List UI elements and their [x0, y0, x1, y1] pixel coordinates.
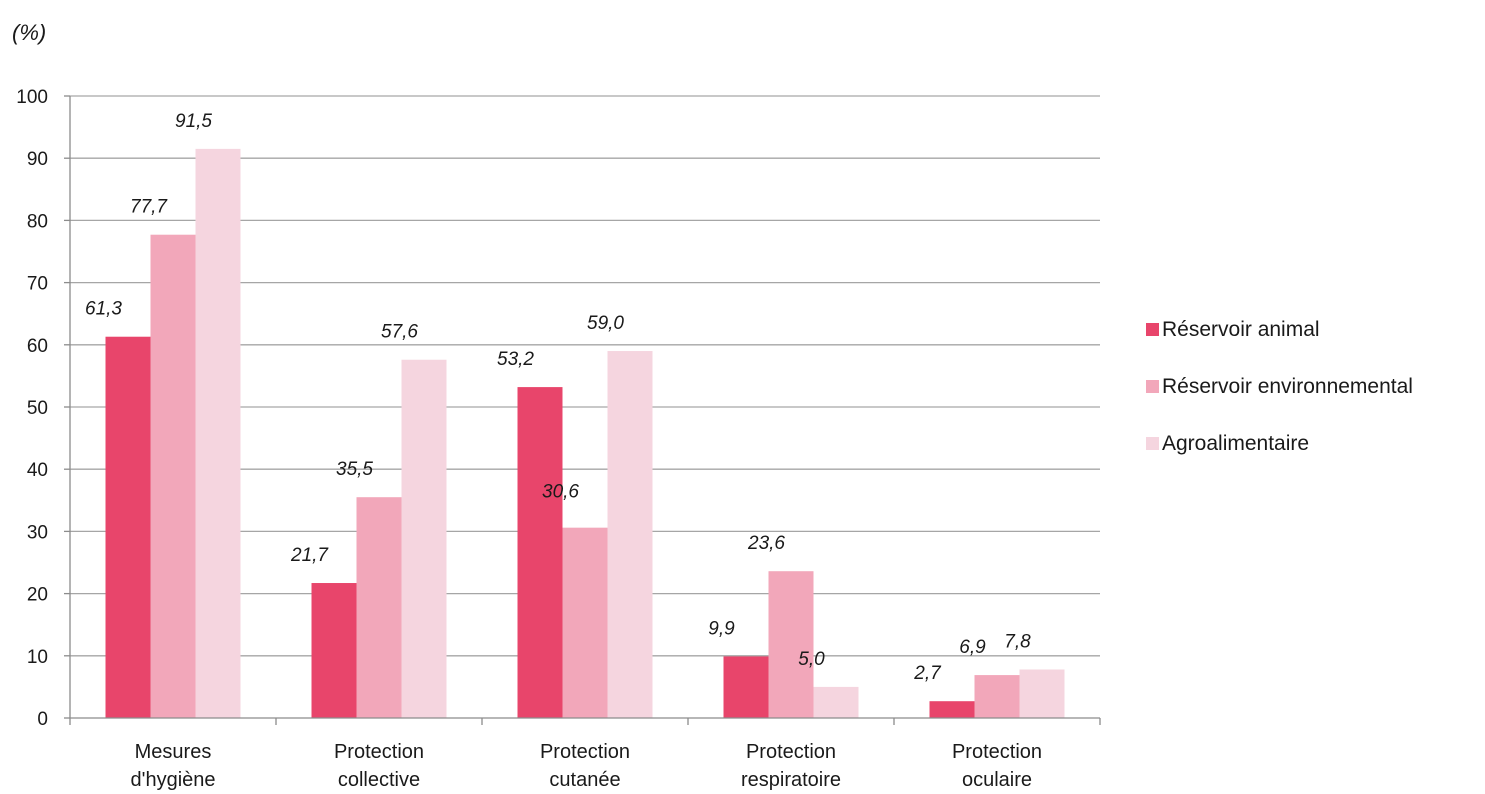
data-labels: 61,3 21,7 53,2 9,9 2,7 77,7 35,5 30,6 23,6 6,9 91,… — [85, 111, 1031, 684]
data-label: 21,7 — [290, 545, 329, 566]
bar — [195, 148, 241, 718]
axes — [64, 95, 1101, 725]
y-tick-label: 0 — [37, 709, 48, 730]
legend-swatch — [1146, 323, 1159, 336]
data-label: 91,5 — [175, 111, 212, 132]
category-label: Protection — [540, 741, 630, 763]
y-tick-label: 80 — [27, 211, 48, 232]
bar — [311, 583, 357, 718]
bar — [768, 571, 814, 718]
data-label: 57,6 — [381, 322, 418, 343]
data-label: 35,5 — [336, 459, 373, 480]
data-label: 59,0 — [587, 313, 624, 334]
y-tick-label: 10 — [27, 647, 48, 668]
bar — [813, 686, 859, 718]
bar — [401, 359, 447, 718]
legend: Réservoir animal Réservoir environnementa… — [1146, 318, 1413, 455]
data-label: 9,9 — [708, 618, 735, 639]
legend-swatch — [1146, 437, 1159, 450]
data-label: 6,9 — [959, 637, 986, 658]
data-label: 53,2 — [497, 349, 534, 370]
y-tick-label: 30 — [27, 522, 48, 543]
bar — [929, 701, 975, 718]
category-label: collective — [338, 769, 420, 791]
data-label: 77,7 — [130, 197, 168, 218]
legend-entry: Réservoir animal — [1162, 318, 1320, 341]
data-label: 23,6 — [747, 533, 785, 554]
legend-entry: Réservoir environnemental — [1162, 375, 1413, 398]
data-label: 61,3 — [85, 299, 122, 320]
data-label: 5,0 — [798, 649, 825, 670]
category-labels: Mesures d'hygiène Protection collective Prot… — [131, 741, 1043, 791]
category-label: Protection — [952, 741, 1042, 763]
y-tick-label: 70 — [27, 274, 48, 295]
bar — [723, 656, 769, 718]
gridlines — [70, 95, 1100, 657]
bar — [356, 497, 402, 718]
category-label: respiratoire — [741, 769, 841, 791]
bars — [105, 148, 1065, 718]
category-label: Mesures — [135, 741, 212, 763]
bar — [150, 234, 196, 718]
category-label: oculaire — [962, 769, 1032, 791]
y-tick-label: 20 — [27, 585, 48, 606]
y-tick-label: 60 — [27, 336, 48, 357]
y-tick-label: 40 — [27, 460, 48, 481]
bar — [1019, 669, 1065, 718]
y-tick-label: 50 — [27, 398, 48, 419]
category-label: d'hygiène — [131, 769, 216, 791]
y-tick-label: 100 — [16, 87, 48, 108]
y-unit-label: (%) — [12, 20, 46, 45]
bar — [562, 527, 608, 718]
y-tick-labels: 0 10 20 30 40 50 60 70 80 90 100 — [16, 87, 48, 730]
data-label: 2,7 — [913, 663, 942, 684]
data-label: 30,6 — [542, 482, 579, 503]
bar — [607, 351, 653, 718]
legend-swatch — [1146, 380, 1159, 393]
bar — [105, 336, 151, 718]
bar — [517, 387, 563, 718]
category-label: Protection — [746, 741, 836, 763]
y-tick-label: 90 — [27, 149, 48, 170]
legend-entry: Agroalimentaire — [1162, 432, 1309, 455]
category-label: Protection — [334, 741, 424, 763]
data-label: 7,8 — [1004, 631, 1031, 652]
bar — [974, 675, 1020, 718]
category-label: cutanée — [549, 769, 620, 791]
